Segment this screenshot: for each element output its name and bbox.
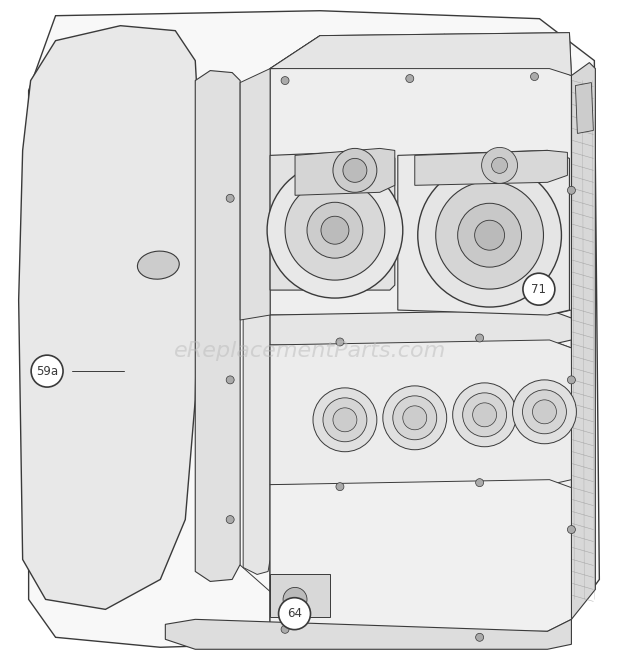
Circle shape <box>333 408 357 432</box>
Polygon shape <box>195 70 240 581</box>
Polygon shape <box>243 76 270 574</box>
Polygon shape <box>240 68 270 320</box>
Circle shape <box>458 203 521 267</box>
Circle shape <box>523 390 567 434</box>
Polygon shape <box>19 26 200 610</box>
Circle shape <box>475 220 505 250</box>
Circle shape <box>476 633 484 641</box>
Circle shape <box>285 180 385 280</box>
Polygon shape <box>270 66 572 315</box>
Polygon shape <box>295 148 395 195</box>
Circle shape <box>476 334 484 342</box>
Polygon shape <box>166 620 572 649</box>
Circle shape <box>567 187 575 194</box>
Polygon shape <box>270 574 330 618</box>
Circle shape <box>313 388 377 452</box>
Polygon shape <box>398 150 569 315</box>
Polygon shape <box>270 33 572 76</box>
Circle shape <box>436 181 544 289</box>
Polygon shape <box>270 33 572 76</box>
Polygon shape <box>572 62 595 620</box>
Circle shape <box>531 72 539 81</box>
Text: 71: 71 <box>531 283 546 296</box>
Circle shape <box>567 376 575 384</box>
Circle shape <box>523 273 555 305</box>
Circle shape <box>281 77 289 85</box>
Circle shape <box>283 587 307 612</box>
Circle shape <box>343 158 367 183</box>
Circle shape <box>567 526 575 533</box>
Polygon shape <box>270 310 572 345</box>
Circle shape <box>393 396 436 440</box>
Circle shape <box>463 393 507 437</box>
Circle shape <box>336 483 344 491</box>
Ellipse shape <box>138 251 179 279</box>
Circle shape <box>482 147 518 183</box>
Circle shape <box>226 194 234 202</box>
Text: 59a: 59a <box>36 365 58 378</box>
Circle shape <box>281 625 289 633</box>
Polygon shape <box>270 480 572 631</box>
Polygon shape <box>415 150 567 185</box>
Circle shape <box>472 403 497 427</box>
Circle shape <box>307 202 363 258</box>
Circle shape <box>226 516 234 524</box>
Circle shape <box>476 479 484 487</box>
Polygon shape <box>270 150 395 290</box>
Text: 64: 64 <box>287 607 302 620</box>
Circle shape <box>333 148 377 193</box>
Circle shape <box>323 398 367 442</box>
Circle shape <box>278 598 311 629</box>
Circle shape <box>513 380 577 443</box>
Circle shape <box>492 158 508 173</box>
Circle shape <box>533 400 556 424</box>
Polygon shape <box>270 340 572 631</box>
Circle shape <box>418 164 562 307</box>
Circle shape <box>403 406 427 430</box>
Circle shape <box>267 162 403 298</box>
Circle shape <box>453 383 516 447</box>
Polygon shape <box>575 83 593 133</box>
Circle shape <box>405 75 414 83</box>
Circle shape <box>336 338 344 346</box>
Polygon shape <box>270 340 572 485</box>
Circle shape <box>321 216 349 244</box>
Text: eReplacementParts.com: eReplacementParts.com <box>174 342 446 361</box>
Polygon shape <box>29 11 600 647</box>
Circle shape <box>31 355 63 387</box>
Circle shape <box>226 376 234 384</box>
Circle shape <box>383 386 446 450</box>
Polygon shape <box>270 66 572 631</box>
